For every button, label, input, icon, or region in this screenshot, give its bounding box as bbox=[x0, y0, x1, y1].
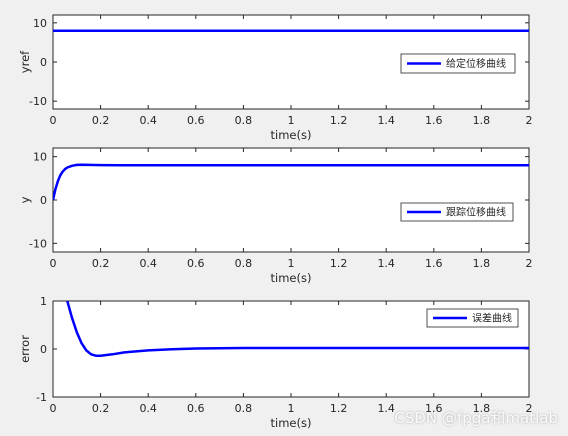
x-tick-label: 1.8 bbox=[473, 402, 491, 415]
legend-box bbox=[400, 53, 516, 74]
y-axis-label: yref bbox=[18, 50, 32, 73]
x-tick-label: 1.4 bbox=[377, 402, 395, 415]
legend: 给定位移曲线 bbox=[400, 53, 516, 74]
x-tick-label: 1.8 bbox=[473, 114, 491, 127]
y-tick-label: 0 bbox=[40, 343, 47, 356]
x-tick-label: 1.8 bbox=[473, 257, 491, 270]
x-tick-label: 0.8 bbox=[235, 257, 253, 270]
y-tick-label: 10 bbox=[33, 17, 47, 30]
x-tick-label: 0 bbox=[50, 257, 57, 270]
y-tick-label: -1 bbox=[36, 391, 47, 404]
y-axis-label: y bbox=[18, 196, 32, 203]
series-line bbox=[66, 301, 529, 357]
y-tick-label: 1 bbox=[40, 295, 47, 308]
legend-box bbox=[400, 202, 514, 222]
x-tick-label: 1 bbox=[288, 114, 295, 127]
x-tick-label: 0.2 bbox=[92, 402, 110, 415]
series-line bbox=[53, 163, 529, 201]
legend-label: 跟踪位移曲线 bbox=[446, 206, 506, 219]
x-tick-label: 0.8 bbox=[235, 402, 253, 415]
x-tick-label: 2 bbox=[526, 114, 533, 127]
y-tick-label: 10 bbox=[33, 151, 47, 164]
x-axis-label: time(s) bbox=[271, 271, 312, 285]
x-tick-label: 1 bbox=[288, 257, 295, 270]
x-tick-label: 1.6 bbox=[425, 402, 443, 415]
subplot-3: 0 0.2 0.4 0.6 0.8 1 1.2 1.4 1.6 1.8 210-1time(s)er… bbox=[18, 295, 533, 430]
x-tick-label: 1.4 bbox=[377, 114, 395, 127]
x-tick-label: 0.6 bbox=[187, 114, 205, 127]
x-tick-label: 0 bbox=[50, 402, 57, 415]
x-tick-label: 1.6 bbox=[425, 257, 443, 270]
x-tick-label: 2 bbox=[526, 402, 533, 415]
legend-label: 误差曲线 bbox=[472, 312, 512, 325]
x-tick-label: 0.4 bbox=[139, 257, 157, 270]
x-tick-label: 0.2 bbox=[92, 114, 110, 127]
x-tick-label: 0.6 bbox=[187, 402, 205, 415]
x-tick-label: 2 bbox=[526, 257, 533, 270]
watermark: CSDN @fpga和matlab bbox=[394, 409, 558, 427]
subplot-1: 0 0.2 0.4 0.6 0.8 1 1.2 1.4 1.6 1.8 2100-10time(s)… bbox=[18, 14, 533, 142]
legend: 跟踪位移曲线 bbox=[400, 202, 514, 222]
x-tick-label: 1.2 bbox=[330, 402, 348, 415]
y-tick-label: -10 bbox=[29, 237, 47, 250]
x-tick-label: 1 bbox=[288, 402, 295, 415]
plot-area bbox=[52, 147, 530, 253]
x-tick-label: 1.4 bbox=[377, 257, 395, 270]
x-tick-label: 0.6 bbox=[187, 257, 205, 270]
x-tick-label: 0.4 bbox=[139, 402, 157, 415]
legend-box bbox=[426, 308, 519, 328]
legend: 误差曲线 bbox=[426, 308, 519, 328]
y-tick-label: 0 bbox=[40, 56, 47, 69]
x-tick-label: 0.4 bbox=[139, 114, 157, 127]
x-tick-label: 1.6 bbox=[425, 114, 443, 127]
x-tick-label: 0.2 bbox=[92, 257, 110, 270]
y-axis-label: error bbox=[18, 335, 32, 363]
x-tick-label: 0 bbox=[50, 114, 57, 127]
x-axis-label: time(s) bbox=[271, 416, 312, 430]
subplot-2: 0 0.2 0.4 0.6 0.8 1 1.2 1.4 1.6 1.8 2100-10time(s)… bbox=[18, 147, 533, 285]
y-tick-label: -10 bbox=[29, 95, 47, 108]
y-tick-label: 0 bbox=[40, 194, 47, 207]
legend-label: 给定位移曲线 bbox=[446, 57, 506, 70]
x-tick-label: 1.2 bbox=[330, 257, 348, 270]
x-tick-label: 1.2 bbox=[330, 114, 348, 127]
x-axis-label: time(s) bbox=[271, 128, 312, 142]
x-tick-label: 0.8 bbox=[235, 114, 253, 127]
